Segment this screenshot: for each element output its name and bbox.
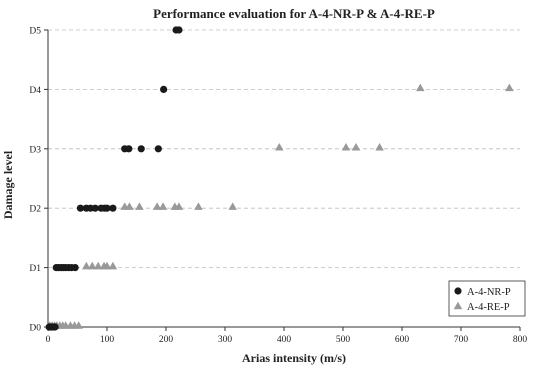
legend-marker [454,287,462,295]
data-point [74,321,83,329]
data-point [135,202,144,210]
data-point [109,204,117,212]
y-tick-label: D5 [29,27,41,37]
data-point [274,143,284,151]
x-tick-label: 600 [395,335,410,345]
data-point [174,202,184,210]
chart-title: Performance evaluation for A-4-NR-P & A-… [153,6,435,21]
data-point [375,143,384,151]
data-point [341,143,351,151]
data-point [82,261,91,270]
data-point [154,145,162,153]
data-point [194,202,203,210]
x-tick-label: 500 [336,335,351,345]
data-point [108,261,118,270]
data-point [125,202,134,210]
legend-box [448,280,526,317]
data-point [351,143,361,151]
x-tick-label: 200 [159,335,174,345]
data-points [45,26,514,331]
data-point [415,83,425,92]
data-point [87,261,97,270]
data-point [228,202,237,210]
y-tick-label: D3 [29,145,41,155]
x-tick-label: 700 [454,335,469,345]
x-tick-label: 100 [100,335,115,345]
data-point [51,323,59,331]
x-tick-label: 400 [277,335,292,345]
grid [48,29,520,269]
x-axis-label: Arias intensity (m/s) [242,351,346,365]
data-point [125,145,133,153]
x-tick-label: 800 [513,335,528,345]
data-point [505,83,514,92]
data-point [93,261,103,270]
y-tick-label: D1 [29,264,41,274]
data-point [102,261,112,270]
y-tick-label: D2 [29,205,41,215]
data-point [91,204,99,212]
legend-marker [453,301,463,310]
data-point [103,204,111,212]
data-point [137,145,145,153]
data-point [71,264,79,272]
data-point [175,26,183,34]
legend-label: A-4-NR-P [467,287,511,298]
ticks: D0 D1 D2 D3 D4 D5 0 100 200 300 400 500 600 700 800 [29,27,527,346]
x-tick-label: 0 [46,335,51,345]
y-axis-label: Damage level [1,150,15,219]
data-point [160,85,168,93]
data-point [76,204,85,212]
y-tick-label: D0 [29,324,41,334]
y-tick-label: D4 [29,86,41,96]
legend: A-4-NR-P A-4-RE-P [448,280,526,317]
legend-label: A-4-RE-P [467,302,510,313]
x-tick-label: 300 [218,335,233,345]
data-point [152,202,162,210]
data-point [158,202,168,210]
